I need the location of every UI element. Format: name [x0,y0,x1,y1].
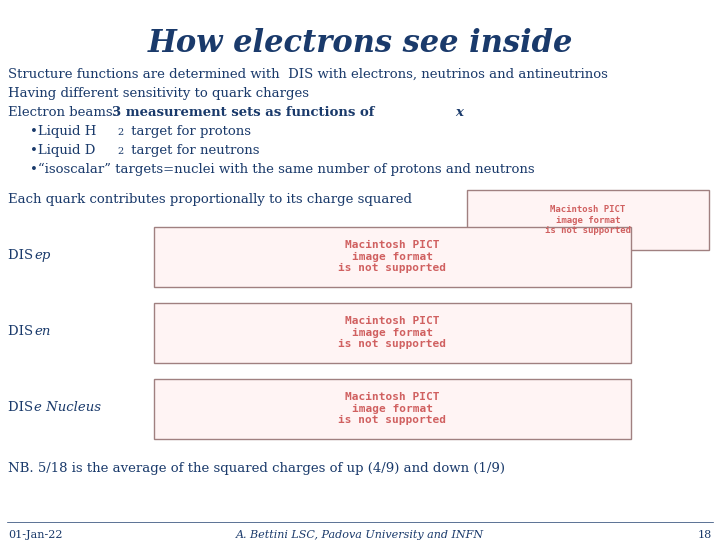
Text: •Liquid D: •Liquid D [30,144,95,157]
FancyBboxPatch shape [154,302,631,362]
Text: NB. 5/18 is the average of the squared charges of up (4/9) and down (1/9): NB. 5/18 is the average of the squared c… [8,462,505,475]
Text: target for neutrons: target for neutrons [127,144,259,157]
Text: 2: 2 [117,128,123,137]
Text: 3 measurement sets as functions of: 3 measurement sets as functions of [112,106,379,119]
Text: Each quark contributes proportionally to its charge squared: Each quark contributes proportionally to… [8,193,412,206]
Text: e Nucleus: e Nucleus [34,401,101,414]
Text: x: x [455,106,463,119]
Text: en: en [34,325,50,338]
Text: ep: ep [34,249,50,262]
Text: Macintosh PICT
image format
is not supported: Macintosh PICT image format is not suppo… [338,240,446,273]
Text: A. Bettini LSC, Padova University and INFN: A. Bettini LSC, Padova University and IN… [236,530,484,540]
Text: DIS: DIS [8,401,37,414]
Text: Structure functions are determined with  DIS with electrons, neutrinos and antin: Structure functions are determined with … [8,68,608,81]
Text: 01-Jan-22: 01-Jan-22 [8,530,63,540]
Text: target for protons: target for protons [127,125,251,138]
Text: DIS: DIS [8,325,37,338]
Text: •“isoscalar” targets=nuclei with the same number of protons and neutrons: •“isoscalar” targets=nuclei with the sam… [30,163,535,176]
FancyBboxPatch shape [154,227,631,287]
Text: Macintosh PICT
image format
is not supported: Macintosh PICT image format is not suppo… [338,316,446,349]
Text: 18: 18 [698,530,712,540]
Text: Macintosh PICT
image format
is not supported: Macintosh PICT image format is not suppo… [545,206,631,235]
Text: 2: 2 [117,147,123,156]
FancyBboxPatch shape [154,379,631,438]
Text: •Liquid H: •Liquid H [30,125,96,138]
Text: Electron beams:: Electron beams: [8,106,122,119]
FancyBboxPatch shape [467,191,709,251]
Text: Macintosh PICT
image format
is not supported: Macintosh PICT image format is not suppo… [338,392,446,425]
Text: How electrons see inside: How electrons see inside [148,28,572,59]
Text: Having different sensitivity to quark charges: Having different sensitivity to quark ch… [8,87,309,100]
Text: DIS: DIS [8,249,37,262]
